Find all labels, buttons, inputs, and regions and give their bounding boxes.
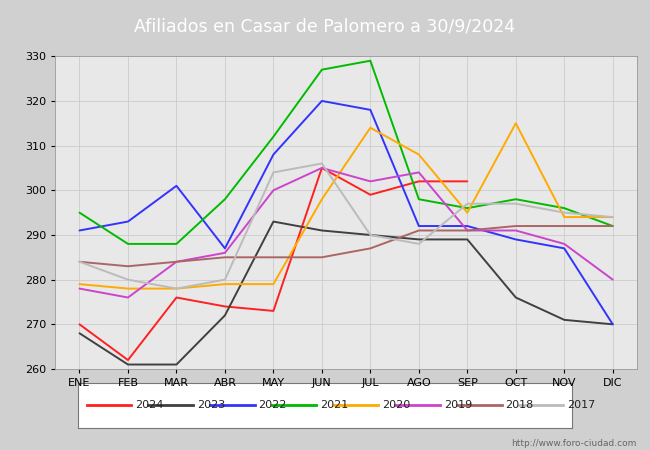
Text: 2021: 2021 [320, 400, 348, 410]
Text: 2024: 2024 [135, 400, 163, 410]
Text: 2023: 2023 [197, 400, 225, 410]
Text: 2022: 2022 [259, 400, 287, 410]
Text: http://www.foro-ciudad.com: http://www.foro-ciudad.com [512, 439, 637, 448]
Text: 2020: 2020 [382, 400, 410, 410]
Text: Afiliados en Casar de Palomero a 30/9/2024: Afiliados en Casar de Palomero a 30/9/20… [135, 18, 515, 36]
Text: 2018: 2018 [506, 400, 534, 410]
Text: 2017: 2017 [567, 400, 595, 410]
Text: 2019: 2019 [444, 400, 472, 410]
